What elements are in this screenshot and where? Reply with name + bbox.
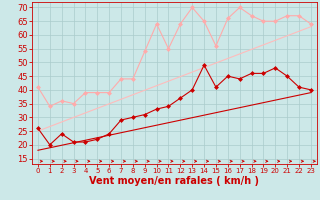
X-axis label: Vent moyen/en rafales ( km/h ): Vent moyen/en rafales ( km/h ) bbox=[89, 176, 260, 186]
